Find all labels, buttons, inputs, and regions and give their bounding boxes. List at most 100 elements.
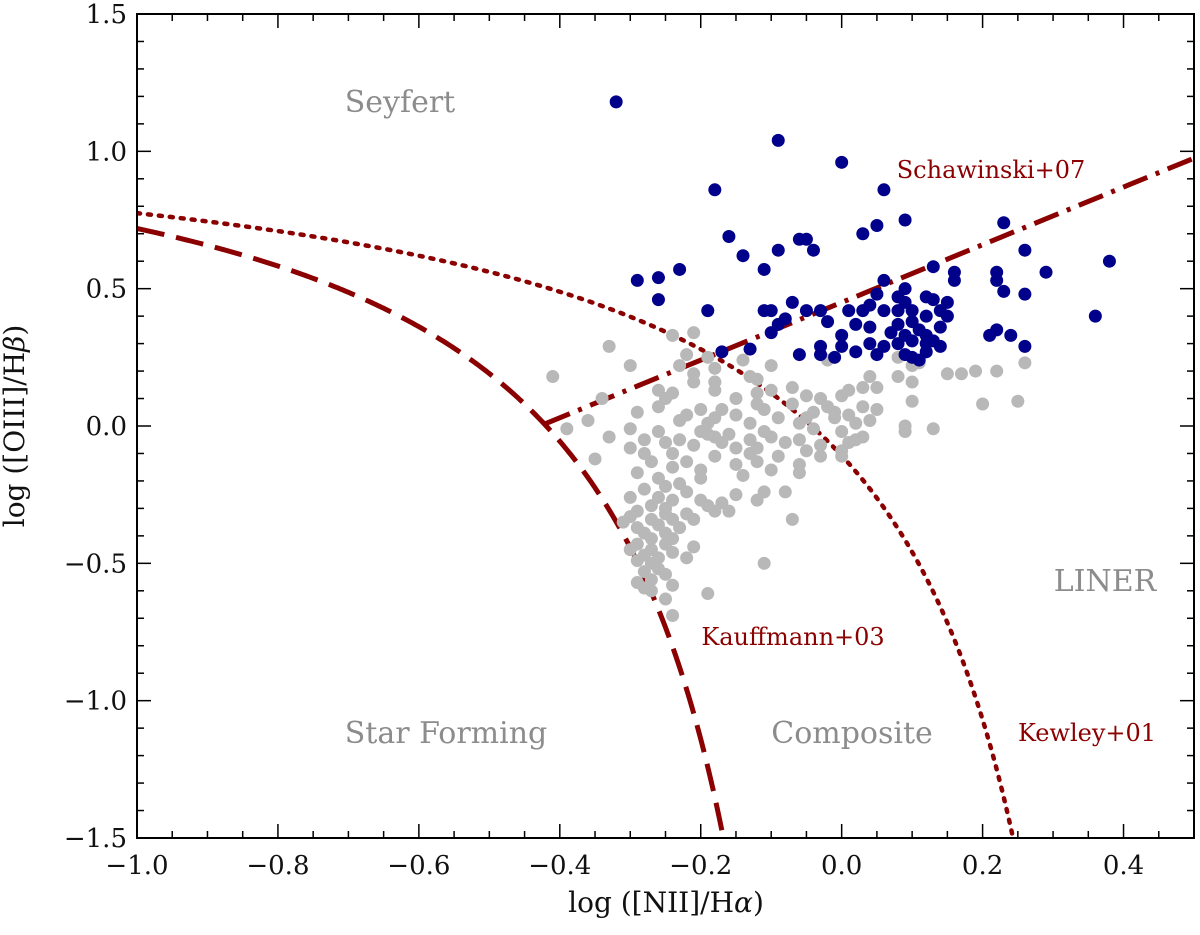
x-tick-label-5: 0.0 <box>821 851 862 881</box>
agn-point-75 <box>891 337 905 351</box>
agn-point-64 <box>884 326 898 340</box>
agn-point-47 <box>842 304 856 318</box>
non-agn-point-52 <box>694 403 708 417</box>
non-agn-point-17 <box>990 364 1004 378</box>
non-agn-point-141 <box>750 493 764 507</box>
y-tick-label-3: 0.0 <box>86 412 127 442</box>
non-agn-point-54 <box>757 403 771 417</box>
agn-point-3 <box>708 183 722 197</box>
y-tick-label-1: −1.0 <box>64 687 127 717</box>
non-agn-point-24 <box>687 375 701 389</box>
agn-point-61 <box>863 320 877 334</box>
agn-point-82 <box>849 345 863 359</box>
non-agn-point-125 <box>736 468 750 482</box>
non-agn-point-67 <box>581 414 595 428</box>
non-agn-point-111 <box>835 449 849 463</box>
non-agn-point-159 <box>644 532 658 546</box>
agn-point-17 <box>757 262 771 276</box>
agn-point-12 <box>1018 243 1032 257</box>
non-agn-point-74 <box>560 422 574 436</box>
non-agn-point-51 <box>651 400 665 414</box>
non-agn-point-76 <box>651 424 665 438</box>
non-agn-point-40 <box>835 389 849 403</box>
non-agn-point-1 <box>666 328 680 342</box>
non-agn-point-75 <box>623 422 637 436</box>
non-agn-point-38 <box>799 389 813 403</box>
agn-point-52 <box>940 309 954 323</box>
agn-point-86 <box>870 348 884 362</box>
agn-point-46 <box>814 304 828 318</box>
non-agn-point-15 <box>969 364 983 378</box>
non-agn-point-178 <box>701 587 715 601</box>
kewley-curve <box>137 210 1016 838</box>
non-agn-point-151 <box>785 512 799 526</box>
agn-point-79 <box>933 339 947 353</box>
non-agn-point-115 <box>729 457 743 471</box>
non-agn-point-43 <box>729 392 743 406</box>
plot-frame <box>136 13 1195 839</box>
y-tick-label-5: 1.0 <box>86 137 127 167</box>
non-agn-point-95 <box>778 435 792 449</box>
agn-point-9 <box>722 229 736 243</box>
non-agn-point-94 <box>715 435 729 449</box>
non-agn-point-99 <box>729 441 743 455</box>
non-agn-point-59 <box>630 405 644 419</box>
non-agn-point-129 <box>680 485 694 499</box>
non-agn-point-68 <box>673 414 687 428</box>
scatter-points <box>546 95 1116 623</box>
non-agn-point-33 <box>708 383 722 397</box>
non-agn-point-116 <box>750 455 764 469</box>
non-agn-point-146 <box>722 504 736 518</box>
region-labels: Seyfert LINER Star Forming Composite <box>345 85 1158 751</box>
non-agn-point-81 <box>835 424 849 438</box>
non-agn-point-72 <box>849 416 863 430</box>
non-agn-point-48 <box>905 394 919 408</box>
non-agn-point-152 <box>616 515 630 529</box>
curve-label-kewley: Kewley+01 <box>1018 719 1156 747</box>
agn-point-49 <box>877 304 891 318</box>
agn-point-29 <box>997 284 1011 298</box>
non-agn-point-130 <box>729 488 743 502</box>
agn-point-37 <box>651 293 665 307</box>
agn-point-30 <box>870 287 884 301</box>
non-agn-point-98 <box>687 438 701 452</box>
agn-point-15 <box>736 249 750 263</box>
non-agn-point-9 <box>623 359 637 373</box>
non-agn-point-128 <box>637 482 651 496</box>
agn-point-53 <box>1088 309 1102 323</box>
curve-label-kauffmann: Kauffmann+03 <box>701 623 884 651</box>
non-agn-point-4 <box>701 350 715 364</box>
non-agn-point-100 <box>898 424 912 438</box>
non-agn-point-179 <box>659 592 672 606</box>
non-agn-point-173 <box>659 567 672 581</box>
agn-point-78 <box>1018 339 1032 353</box>
region-label-liner: LINER <box>1054 564 1158 599</box>
non-agn-point-11 <box>708 361 722 375</box>
agn-point-42 <box>701 304 715 318</box>
non-agn-point-85 <box>637 433 651 447</box>
curve-label-schawinski: Schawinski+07 <box>897 156 1086 184</box>
non-agn-point-23 <box>546 370 560 384</box>
agn-point-1 <box>771 133 785 147</box>
x-tick-label-6: 0.2 <box>962 851 1003 881</box>
agn-point-7 <box>870 218 884 232</box>
agn-point-40 <box>905 304 919 318</box>
non-agn-point-49 <box>976 397 990 411</box>
x-tick-label-7: 0.4 <box>1103 851 1144 881</box>
x-tick-label-0: −1.0 <box>105 851 168 881</box>
agn-point-55 <box>821 315 835 329</box>
agn-point-48 <box>856 304 870 318</box>
non-agn-point-97 <box>623 441 637 455</box>
agn-point-69 <box>835 328 849 342</box>
non-agn-point-164 <box>623 543 637 557</box>
agn-point-50 <box>891 304 905 318</box>
agn-point-0 <box>609 95 623 109</box>
non-agn-point-25 <box>750 372 764 386</box>
agn-point-63 <box>764 326 778 340</box>
non-agn-point-66 <box>863 414 877 428</box>
agn-point-5 <box>898 213 912 227</box>
agn-point-70 <box>1004 328 1018 342</box>
agn-point-76 <box>835 339 849 353</box>
non-agn-point-71 <box>792 416 806 430</box>
non-agn-point-106 <box>666 446 680 460</box>
